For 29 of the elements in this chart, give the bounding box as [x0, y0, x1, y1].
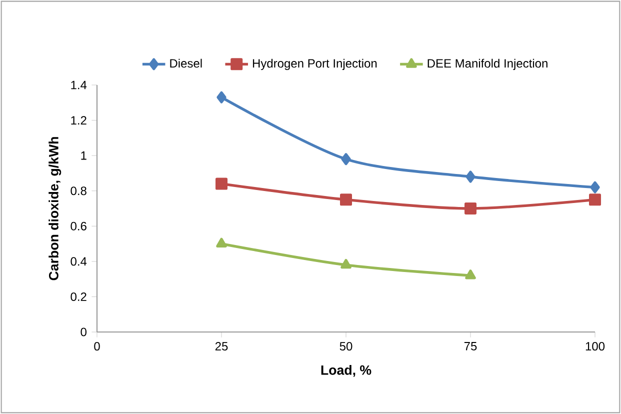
- y-axis-title: Carbon dioxide, g/kWh: [48, 137, 62, 280]
- x-tick-label: 25: [215, 342, 228, 351]
- legend-label: Diesel: [170, 58, 202, 68]
- y-tick-label: 1.2: [71, 116, 86, 124]
- x-axis-title: Load, %: [321, 365, 372, 377]
- point: [216, 178, 228, 190]
- point: [590, 181, 600, 194]
- point: [340, 258, 352, 269]
- point: [216, 91, 226, 104]
- y-tick-label: 0: [80, 328, 86, 336]
- point: [464, 202, 477, 214]
- point: [466, 170, 476, 183]
- y-tick-label: 0.4: [70, 257, 87, 266]
- x-tick-label: 0: [94, 342, 100, 351]
- point: [216, 238, 227, 248]
- y-tick-label: 1: [81, 151, 86, 160]
- legend-label: Hydrogen Port Injection: [252, 58, 377, 70]
- x-tick-label: 50: [340, 342, 352, 351]
- x-tick-label: 75: [464, 342, 477, 350]
- point: [465, 270, 476, 280]
- legend-label: DEE Manifold Injection: [428, 58, 548, 70]
- y-tick-label: 0.8: [70, 186, 86, 196]
- point: [589, 194, 602, 206]
- point: [341, 153, 351, 166]
- y-tick-label: 0.6: [70, 222, 86, 230]
- y-tick-label: 1.4: [71, 80, 87, 90]
- x-tick-label: 100: [586, 342, 605, 351]
- y-tick-label: 0.2: [70, 292, 86, 301]
- point: [340, 194, 352, 206]
